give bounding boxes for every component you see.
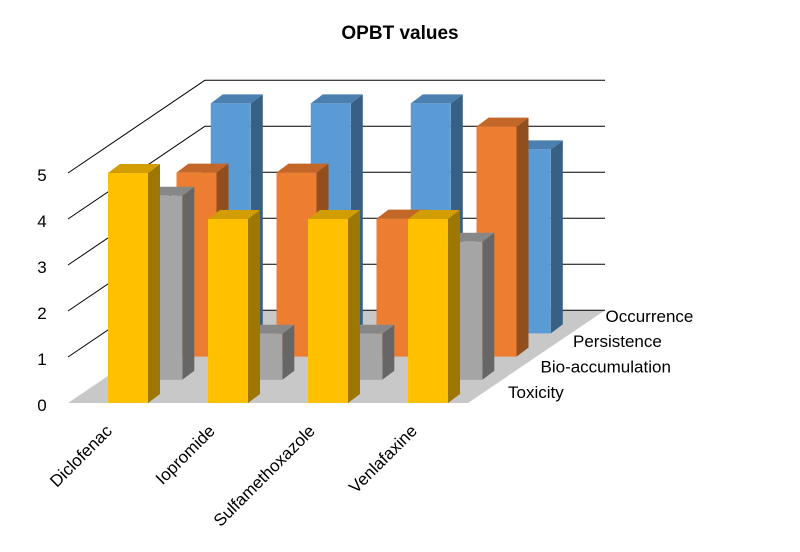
category-label: Sulfamethoxazole (210, 421, 319, 530)
series-label: Bio-accumulation (541, 358, 671, 377)
category-label: Venlafaxine (345, 421, 421, 497)
bars (108, 94, 563, 403)
y-tick-label: 4 (37, 212, 46, 231)
y-axis-ticks: 0 1 2 3 4 5 (37, 166, 46, 415)
chart-title: OPBT values (341, 23, 458, 44)
y-tick-label: 1 (37, 350, 46, 369)
series-label: Occurrence (606, 307, 694, 326)
bar (408, 210, 460, 403)
series-label: Persistence (573, 332, 662, 351)
y-tick-label: 2 (37, 304, 46, 323)
series-axis-labels: Toxicity Bio-accumulation Persistence Occur… (508, 307, 693, 402)
series-label: Toxicity (508, 383, 564, 402)
category-label: Iopromide (152, 421, 219, 488)
bar (108, 164, 160, 403)
y-tick-label: 3 (37, 258, 46, 277)
bar (208, 210, 260, 403)
y-tick-label: 5 (37, 166, 46, 185)
bar (308, 210, 360, 403)
gridline-side (67, 79, 206, 174)
y-tick-label: 0 (37, 396, 46, 415)
category-label: Diclofenac (46, 421, 116, 491)
